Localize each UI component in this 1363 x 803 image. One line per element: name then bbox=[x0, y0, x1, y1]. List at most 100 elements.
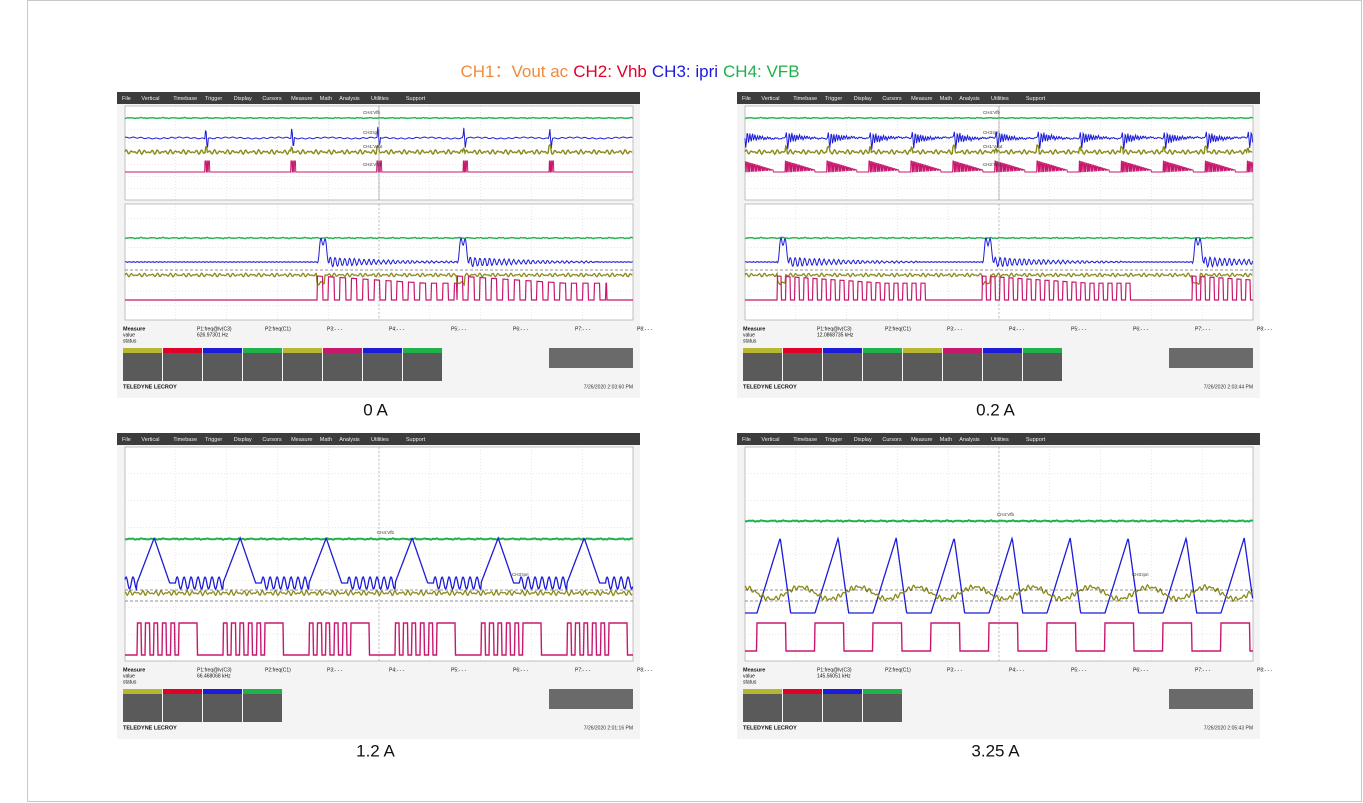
channel-box bbox=[403, 353, 442, 381]
param-value: 12.0868735 kHz bbox=[817, 332, 854, 338]
trace-label: CH1:Vout bbox=[363, 144, 383, 149]
waveform bbox=[745, 275, 1253, 301]
caption: 3.25 A bbox=[971, 741, 1020, 760]
menu-item: Trigger bbox=[825, 437, 842, 443]
menu-item: Support bbox=[406, 437, 426, 443]
trace-label: CH3:Ipri bbox=[983, 130, 1000, 135]
channel-box-head bbox=[823, 689, 862, 694]
menu-item: Math bbox=[320, 437, 332, 443]
channel-box bbox=[203, 353, 242, 381]
scope-panel: File Vertical Timebase Trigger Display Cursor… bbox=[737, 433, 1273, 739]
menu-item: Trigger bbox=[205, 437, 222, 443]
channel-legend: CH1：Vout ac CH2: Vhb CH3: ipri CH4: VFB bbox=[460, 62, 799, 81]
menu-item: Cursors bbox=[262, 96, 282, 102]
param-label: P6:- - - bbox=[1133, 326, 1149, 332]
channel-box bbox=[983, 353, 1022, 381]
param-label: P8:- - - bbox=[637, 667, 653, 673]
channel-box-head bbox=[323, 348, 362, 353]
waveform bbox=[745, 536, 1254, 614]
channel-box bbox=[903, 353, 942, 381]
timestamp: 7/26/2020 2:05:43 PM bbox=[1204, 725, 1253, 731]
channel-box bbox=[743, 353, 782, 381]
waveform bbox=[124, 236, 634, 240]
param-label: P2:freq(C1) bbox=[265, 667, 291, 673]
trace-label: CH3:Ipri bbox=[363, 130, 380, 135]
channel-box-head bbox=[743, 348, 782, 353]
trace-label: CH3:Ipri bbox=[512, 572, 529, 577]
channel-box bbox=[363, 353, 402, 381]
channel-box-head bbox=[1023, 348, 1062, 353]
menu-bar bbox=[737, 433, 1260, 445]
caption: 1.2 A bbox=[356, 741, 395, 760]
channel-box bbox=[863, 694, 902, 722]
scope-panel: File Vertical Timebase Trigger Display Cursor… bbox=[737, 92, 1273, 398]
legend-entry: CH3: ipri bbox=[652, 62, 718, 81]
waveform bbox=[124, 536, 634, 592]
measure-title: Measure bbox=[743, 667, 765, 673]
measure-title: Measure bbox=[123, 326, 145, 332]
measure-title: Measure bbox=[123, 667, 145, 673]
waveform bbox=[745, 622, 1253, 652]
menu-item: Timebase bbox=[793, 437, 817, 443]
timebase-box bbox=[1169, 348, 1253, 368]
channel-box bbox=[123, 694, 162, 722]
menu-item: Support bbox=[406, 96, 426, 102]
menu-item: Vertical bbox=[761, 437, 779, 443]
timestamp: 7/26/2020 2:03:60 PM bbox=[584, 384, 633, 390]
channel-box bbox=[1023, 353, 1062, 381]
waveform bbox=[744, 519, 1254, 523]
param-label: P8:- - - bbox=[1257, 667, 1273, 673]
channel-box-head bbox=[163, 689, 202, 694]
menu-item: Cursors bbox=[882, 437, 902, 443]
channel-box-head bbox=[163, 348, 202, 353]
channel-box-head bbox=[403, 348, 442, 353]
waveform bbox=[125, 622, 633, 656]
trace-label: CH3:Ipri bbox=[1132, 572, 1149, 577]
param-label: P8:- - - bbox=[1257, 326, 1273, 332]
legend-entry: CH2: Vhb bbox=[573, 62, 647, 81]
param-label: P6:- - - bbox=[513, 667, 529, 673]
param-label: P5:- - - bbox=[1071, 667, 1087, 673]
param-label: P8:- - - bbox=[637, 326, 653, 332]
menu-item: File bbox=[122, 437, 131, 443]
param-label: P3:- - - bbox=[327, 326, 343, 332]
legend-entry: CH1：Vout ac bbox=[460, 62, 568, 81]
brand: TELEDYNE LECROY bbox=[743, 725, 797, 731]
trace-label: CH2:Vhb bbox=[363, 162, 382, 167]
menu-item: File bbox=[122, 96, 131, 102]
timebase-box bbox=[549, 689, 633, 709]
timebase-box bbox=[549, 348, 633, 368]
measure-row: value bbox=[123, 673, 135, 679]
channel-box-head bbox=[903, 348, 942, 353]
caption: 0.2 A bbox=[976, 400, 1015, 419]
measure-title: Measure bbox=[743, 326, 765, 332]
param-label: P5:- - - bbox=[451, 667, 467, 673]
waveform bbox=[124, 589, 633, 597]
channel-box-head bbox=[943, 348, 982, 353]
trace-label: CH1:Vout bbox=[983, 144, 1003, 149]
menu-bar bbox=[737, 92, 1260, 104]
channel-box bbox=[243, 353, 282, 381]
timestamp: 7/26/2020 2:03:44 PM bbox=[1204, 384, 1253, 390]
channel-box-head bbox=[983, 348, 1022, 353]
menu-item: Support bbox=[1026, 437, 1046, 443]
param-label: P4:- - - bbox=[389, 326, 405, 332]
channel-box-head bbox=[783, 348, 822, 353]
menu-item: Utilities bbox=[991, 437, 1009, 443]
menu-item: Support bbox=[1026, 96, 1046, 102]
param-label: P3:- - - bbox=[327, 667, 343, 673]
channel-box-head bbox=[863, 689, 902, 694]
trace-label: CH4:Vfb bbox=[983, 110, 1001, 115]
frame bbox=[27, 0, 1362, 802]
brand: TELEDYNE LECROY bbox=[743, 384, 797, 390]
waveform bbox=[125, 275, 633, 301]
channel-box bbox=[203, 694, 242, 722]
trace-label: CH4:Vfb bbox=[997, 512, 1015, 517]
param-label: P5:- - - bbox=[1071, 326, 1087, 332]
waveform bbox=[124, 143, 633, 156]
channel-box-head bbox=[863, 348, 902, 353]
legend-entry: CH4: VFB bbox=[723, 62, 800, 81]
param-label: P3:- - - bbox=[947, 667, 963, 673]
waveform bbox=[744, 236, 1254, 269]
